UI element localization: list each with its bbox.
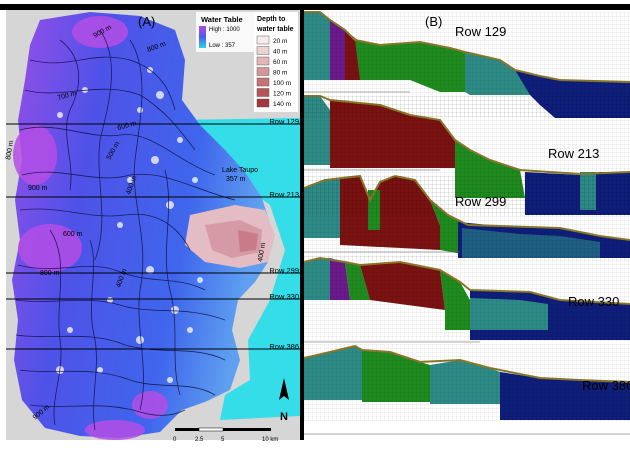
depth-swatch bbox=[256, 98, 270, 108]
scale-tick: 10 km bbox=[262, 437, 278, 443]
water-table-legend-title: Water Table bbox=[201, 15, 243, 24]
depth-class-label: 40 m bbox=[273, 49, 287, 56]
scale-tick: 0 bbox=[173, 437, 177, 443]
panel-a-map: 900 m 800 m 700 m 600 m 500 m 400 m 900 … bbox=[5, 10, 300, 443]
contour-label: 900 m bbox=[28, 185, 48, 192]
depth-swatch bbox=[256, 35, 270, 45]
depth-class-label: 20 m bbox=[273, 38, 287, 45]
depth-class-label: 60 m bbox=[273, 59, 287, 66]
depth-legend: Depth to water table 20 m 40 m 60 m 80 m 100… bbox=[254, 12, 298, 112]
row-label-a: Row 386 bbox=[269, 342, 299, 351]
contour-lines bbox=[15, 29, 236, 431]
depth-to-water-patches bbox=[185, 205, 275, 268]
contour-label: 400 m bbox=[257, 242, 267, 263]
section-baselines bbox=[304, 91, 630, 435]
scale-tick: 2.5 bbox=[195, 437, 204, 443]
row-label-b: Row 213 bbox=[548, 146, 599, 161]
depth-class-label: 140 m bbox=[273, 101, 291, 108]
row-label-b: Row 330 bbox=[568, 294, 619, 309]
row-label-a: Row 129 bbox=[269, 117, 299, 126]
lake-taupo bbox=[170, 118, 300, 420]
row-labels-b: Row 129 Row 213 Row 299 Row 330 Row 386 bbox=[455, 24, 630, 393]
water-table-low-label: Low : 357 bbox=[209, 43, 236, 49]
lake-name: Lake Taupo bbox=[222, 167, 258, 174]
depth-swatch bbox=[256, 56, 270, 66]
panel-b-label: (B) bbox=[425, 14, 442, 29]
depth-speckles bbox=[56, 67, 203, 383]
contour-label: 600 m bbox=[63, 231, 83, 238]
land-water-table-surface bbox=[12, 12, 272, 438]
row-labels: Row 129 Row 213 Row 299 Row 330 Row 386 bbox=[269, 117, 299, 351]
contour-label: 700 m bbox=[57, 90, 78, 102]
row-lines bbox=[6, 123, 300, 350]
scale-bar: 0 2.5 5 10 km bbox=[173, 427, 278, 443]
model-grid-mesh bbox=[304, 12, 630, 422]
depth-swatch bbox=[256, 77, 270, 87]
water-table-high-label: High : 1000 bbox=[209, 27, 240, 33]
contour-label: 600 m bbox=[117, 120, 138, 132]
depth-class-label: 80 m bbox=[273, 70, 287, 77]
scale-tick: 5 bbox=[221, 437, 225, 443]
row-label-a: Row 330 bbox=[269, 292, 299, 301]
water-table-color-ramp bbox=[199, 26, 206, 48]
panel-b-sections: Row 129 Row 213 Row 299 Row 330 Row 386 … bbox=[303, 10, 630, 440]
panel-a-label: (A) bbox=[138, 14, 155, 29]
panel-divider bbox=[300, 10, 304, 440]
north-label: N bbox=[280, 411, 288, 423]
depth-class-label: 100 m bbox=[273, 80, 291, 87]
contour-label: 800 m bbox=[5, 140, 15, 161]
depth-swatch bbox=[256, 46, 270, 55]
depth-swatch bbox=[256, 67, 270, 76]
depth-legend-subtitle: water table bbox=[256, 26, 294, 33]
row-label-b: Row 386 bbox=[582, 378, 630, 393]
row-label-b: Row 299 bbox=[455, 194, 506, 209]
depth-class-label: 120 m bbox=[273, 91, 291, 98]
north-arrow-icon: N bbox=[279, 378, 289, 423]
row-label-a: Row 299 bbox=[269, 266, 299, 275]
lake-level: 357 m bbox=[226, 176, 246, 183]
row-label-b: Row 129 bbox=[455, 24, 506, 39]
top-frame bbox=[0, 4, 630, 10]
water-table-legend: Water Table High : 1000 Low : 357 bbox=[196, 12, 254, 52]
row-label-a: Row 213 bbox=[269, 190, 299, 199]
depth-legend-title: Depth to bbox=[257, 16, 285, 23]
depth-swatch bbox=[256, 88, 270, 97]
